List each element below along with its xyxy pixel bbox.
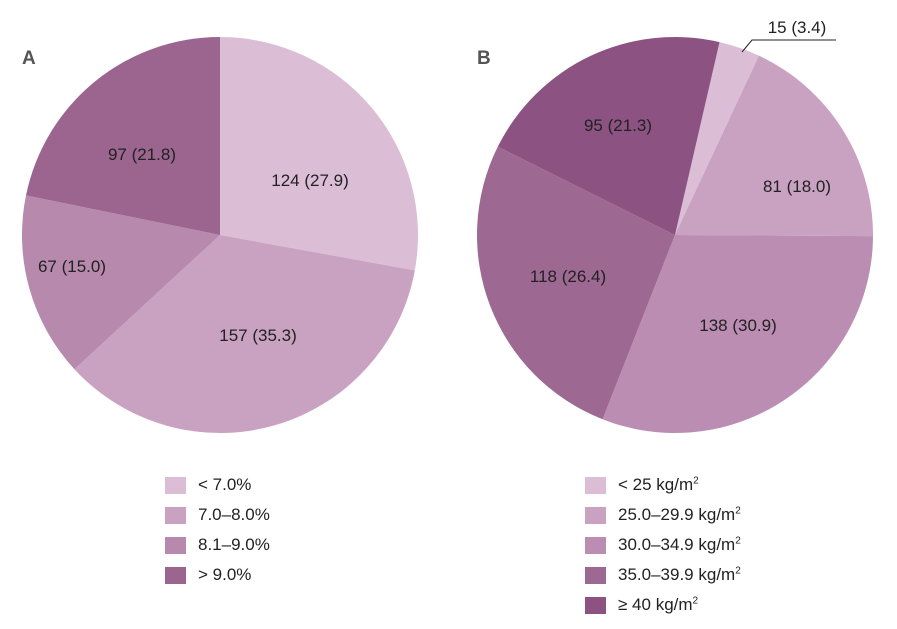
slice-label: 97 (21.8) xyxy=(108,145,176,164)
slice-label: 124 (27.9) xyxy=(271,171,349,190)
legend-label: 8.1–9.0% xyxy=(198,535,270,554)
pie-slice xyxy=(477,146,675,420)
legend-item: 30.0–34.9 kg/m2 xyxy=(585,530,741,560)
legend-label: 7.0–8.0% xyxy=(198,505,270,524)
legend-unit: kg/m2 xyxy=(655,595,699,614)
slice-label: 118 (26.4) xyxy=(530,267,606,286)
legend-b: < 25 kg/m2 25.0–29.9 kg/m2 30.0–34.9 kg/m2… xyxy=(585,470,741,620)
legend-label: 35.0–39.9 xyxy=(618,565,694,584)
legend-swatch xyxy=(165,566,186,584)
legend-item: 35.0–39.9 kg/m2 xyxy=(585,560,741,590)
legend-a: < 7.0% 7.0–8.0% 8.1–9.0% > 9.0% xyxy=(165,470,270,590)
leader-line xyxy=(741,39,836,53)
legend-swatch xyxy=(585,476,606,494)
legend-item: 7.0–8.0% xyxy=(165,500,270,530)
legend-label: > 9.0% xyxy=(198,565,252,584)
pie-slice xyxy=(497,36,720,235)
legend-swatch xyxy=(165,476,186,494)
legend-swatch xyxy=(585,596,606,614)
slice-label: 95 (21.3) xyxy=(584,116,652,135)
legend-item: 25.0–29.9 kg/m2 xyxy=(585,500,741,530)
pie-slice xyxy=(602,235,873,433)
legend-item: < 7.0% xyxy=(165,470,270,500)
legend-unit: kg/m2 xyxy=(698,535,741,554)
pie-slice xyxy=(22,195,221,370)
legend-label: ≥ 40 xyxy=(618,595,651,614)
legend-label: 25.0–29.9 xyxy=(618,505,694,524)
slice-label: 67 (15.0) xyxy=(38,257,106,276)
legend-swatch xyxy=(585,506,606,524)
legend-item: > 9.0% xyxy=(165,560,270,590)
slice-label: 15 (3.4) xyxy=(768,18,827,37)
pie-slice xyxy=(675,42,759,236)
pie-slice xyxy=(220,37,418,271)
legend-label: 30.0–34.9 xyxy=(618,535,694,554)
legend-item: < 25 kg/m2 xyxy=(585,470,741,500)
pie-a: 124 (27.9) 157 (35.3) 67 (15.0) 97 (21.8) xyxy=(22,37,418,433)
pie-slice xyxy=(25,37,220,235)
pie-b: 15 (3.4) 81 (18.0) 138 (30.9) 118 (26.4) 95 … xyxy=(477,18,873,433)
slice-label: 81 (18.0) xyxy=(763,177,831,196)
legend-label: < 7.0% xyxy=(198,475,252,494)
legend-swatch xyxy=(165,506,186,524)
legend-swatch xyxy=(585,566,606,584)
legend-swatch xyxy=(165,536,186,554)
legend-unit: kg/m2 xyxy=(698,565,741,584)
pie-slice xyxy=(675,55,873,237)
legend-label: < 25 xyxy=(618,475,652,494)
panel-label-b: B xyxy=(477,48,491,69)
pie-slice xyxy=(74,235,415,433)
panel-label-a: A xyxy=(22,48,36,69)
legend-item: ≥ 40 kg/m2 xyxy=(585,590,741,620)
legend-swatch xyxy=(585,536,606,554)
slice-label: 138 (30.9) xyxy=(699,316,777,335)
legend-unit: kg/m2 xyxy=(698,505,741,524)
legend-unit: kg/m2 xyxy=(656,475,699,494)
slice-label: 157 (35.3) xyxy=(219,326,297,345)
legend-item: 8.1–9.0% xyxy=(165,530,270,560)
